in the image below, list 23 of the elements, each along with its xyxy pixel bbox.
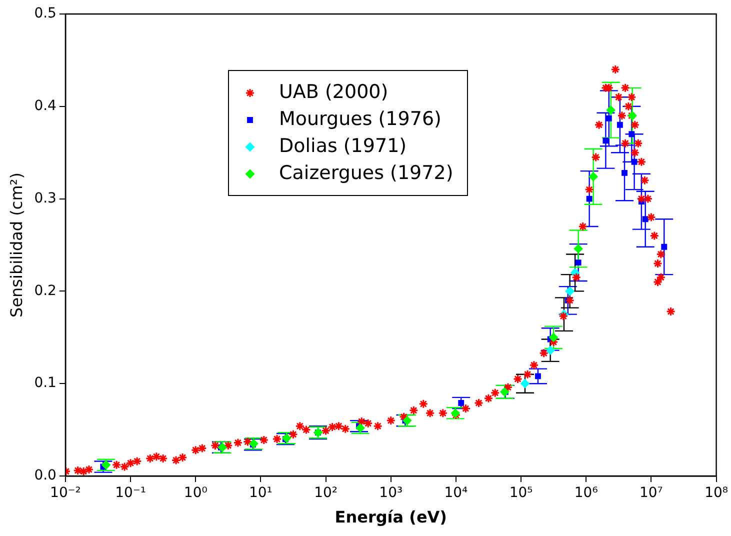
y-tick-label: 0.5 bbox=[34, 6, 56, 22]
x-tick-label: 10⁷ bbox=[639, 485, 663, 502]
legend-label: Dolias (1971) bbox=[279, 134, 407, 159]
x-tick-label: 10⁵ bbox=[509, 485, 533, 502]
legend-label: Caizergues (1972) bbox=[279, 161, 454, 186]
legend-label: UAB (2000) bbox=[279, 80, 388, 105]
x-tick-label: 10² bbox=[314, 485, 338, 502]
x-tick-label: 10⁻² bbox=[50, 485, 81, 502]
y-tick-label: 0.2 bbox=[34, 282, 56, 299]
x-tick-label: 10¹ bbox=[248, 485, 272, 502]
x-tick-label: 10³ bbox=[379, 485, 403, 502]
x-tick-label: 10⁴ bbox=[444, 485, 468, 502]
x-tick-label: 10⁶ bbox=[574, 485, 598, 502]
y-tick-label: 0.1 bbox=[34, 375, 56, 392]
x-axis-title: Energía (eV) bbox=[334, 508, 447, 527]
x-tick-label: 10⁻¹ bbox=[115, 485, 146, 502]
x-tick-label: 10⁰ bbox=[184, 485, 208, 502]
y-tick-label: 0.4 bbox=[34, 98, 57, 114]
y-tick-label: 0.0 bbox=[34, 468, 56, 484]
y-axis-title: Sensibilidad (cm²) bbox=[6, 172, 26, 318]
legend-label: Mourgues (1976) bbox=[279, 107, 442, 132]
y-tick-label: 0.3 bbox=[34, 190, 56, 206]
x-tick-label: 10⁸ bbox=[704, 485, 728, 502]
